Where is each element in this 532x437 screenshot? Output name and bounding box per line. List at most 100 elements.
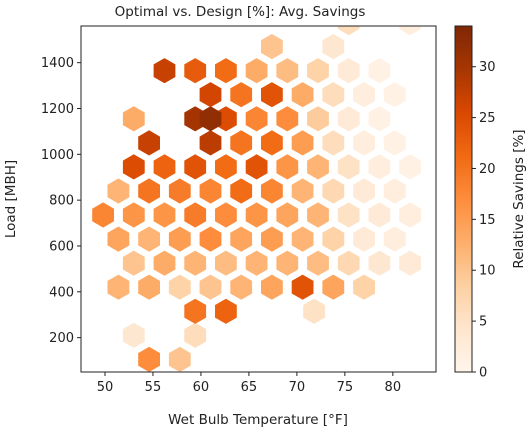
hex-cell [261, 82, 283, 108]
hex-cell [307, 250, 329, 276]
hex-cell [337, 202, 360, 228]
hex-cell [261, 178, 283, 204]
hex-cell [199, 274, 222, 300]
hex-cell [245, 154, 268, 180]
hex-cell [153, 154, 176, 180]
hex-cell [122, 106, 145, 132]
hex-cell [184, 202, 207, 228]
colorbar-tick-label: 0 [479, 366, 487, 381]
hex-cell [307, 58, 329, 84]
hex-cell [353, 178, 375, 204]
x-tick-label: 75 [337, 380, 354, 395]
hex-cell [276, 202, 299, 228]
y-tick-label: 1400 [41, 56, 74, 71]
hex-cell [303, 298, 326, 324]
x-axis-ticks: 50 55 60 65 70 75 80 [97, 372, 401, 395]
x-tick-label: 65 [241, 380, 258, 395]
hex-cell [307, 106, 329, 132]
x-axis-label: Wet Bulb Temperature [°F] [168, 412, 348, 428]
x-tick-label: 70 [289, 380, 306, 395]
hex-cell [199, 178, 222, 204]
hex-cell [337, 106, 360, 132]
hex-cell [276, 250, 299, 276]
x-tick-label: 55 [145, 380, 162, 395]
hex-cell [138, 178, 160, 204]
hex-cell [184, 322, 207, 348]
hex-cell [291, 178, 314, 204]
hexbin-cells [92, 26, 421, 372]
hex-cell [230, 178, 253, 204]
hex-cell [399, 26, 421, 36]
hex-cell [337, 154, 360, 180]
hex-cell [399, 250, 421, 276]
hex-cell [353, 82, 375, 108]
colorbar-tick-label: 20 [479, 162, 496, 177]
hex-cell [337, 250, 360, 276]
hex-cell [291, 226, 314, 252]
hex-cell [307, 154, 329, 180]
hex-cell [245, 58, 268, 84]
hex-cell [383, 82, 406, 108]
hex-cell [383, 226, 406, 252]
hex-cell [122, 250, 145, 276]
hex-cell [215, 298, 237, 324]
hex-cell [153, 202, 176, 228]
hex-cell [399, 154, 421, 180]
hex-cell [107, 274, 130, 300]
hex-cell [353, 226, 375, 252]
colorbar-ticks: 0 5 10 15 20 25 30 [472, 60, 496, 381]
plot-frame [80, 25, 437, 373]
hex-cell [322, 178, 345, 204]
hex-cell [337, 26, 360, 36]
hex-cell [230, 82, 253, 108]
hex-cell [322, 274, 345, 300]
hex-cell [215, 202, 237, 228]
hex-cell [107, 226, 130, 252]
y-tick-label: 600 [49, 239, 74, 254]
colorbar-tick-label: 25 [479, 111, 496, 126]
hex-cell [92, 202, 114, 228]
hex-cell [368, 58, 391, 84]
hex-cell [122, 202, 145, 228]
hex-cell [138, 346, 160, 372]
hex-cell [199, 106, 222, 132]
hex-cell [353, 274, 375, 300]
chart-title: Optimal vs. Design [%]: Avg. Savings [115, 4, 366, 20]
hex-cell [245, 250, 268, 276]
hex-cell [322, 226, 345, 252]
hex-cell [261, 274, 283, 300]
y-tick-label: 400 [49, 285, 74, 300]
y-axis-ticks: 200 400 600 800 1000 1200 1400 [41, 56, 81, 346]
hex-cell [276, 154, 299, 180]
hex-cell [245, 202, 268, 228]
hex-cell [168, 274, 191, 300]
hex-cell [122, 322, 145, 348]
hex-cell [230, 274, 253, 300]
hex-cell [368, 202, 391, 228]
hex-cell [383, 178, 406, 204]
hex-cell [138, 130, 160, 156]
hex-cell [322, 34, 345, 60]
hex-cell [368, 106, 391, 132]
hex-cell [184, 298, 207, 324]
hex-cell [168, 178, 191, 204]
hex-cell [215, 250, 237, 276]
colorbar-tick-label: 30 [479, 60, 496, 75]
y-axis-label: Load [MBH] [3, 160, 19, 238]
hex-cell [368, 154, 391, 180]
hex-cell [199, 130, 222, 156]
hex-cell [184, 250, 207, 276]
hex-cell [291, 130, 314, 156]
hex-cell [368, 250, 391, 276]
x-tick-label: 80 [385, 380, 402, 395]
hex-cell [107, 178, 130, 204]
hex-cell [215, 58, 237, 84]
hex-cell [184, 154, 207, 180]
hex-cell [322, 130, 345, 156]
hex-cell [153, 250, 176, 276]
hex-cell [199, 226, 222, 252]
hex-cell [215, 154, 237, 180]
colorbar-tick-label: 10 [479, 264, 496, 279]
hex-cell [291, 274, 314, 300]
